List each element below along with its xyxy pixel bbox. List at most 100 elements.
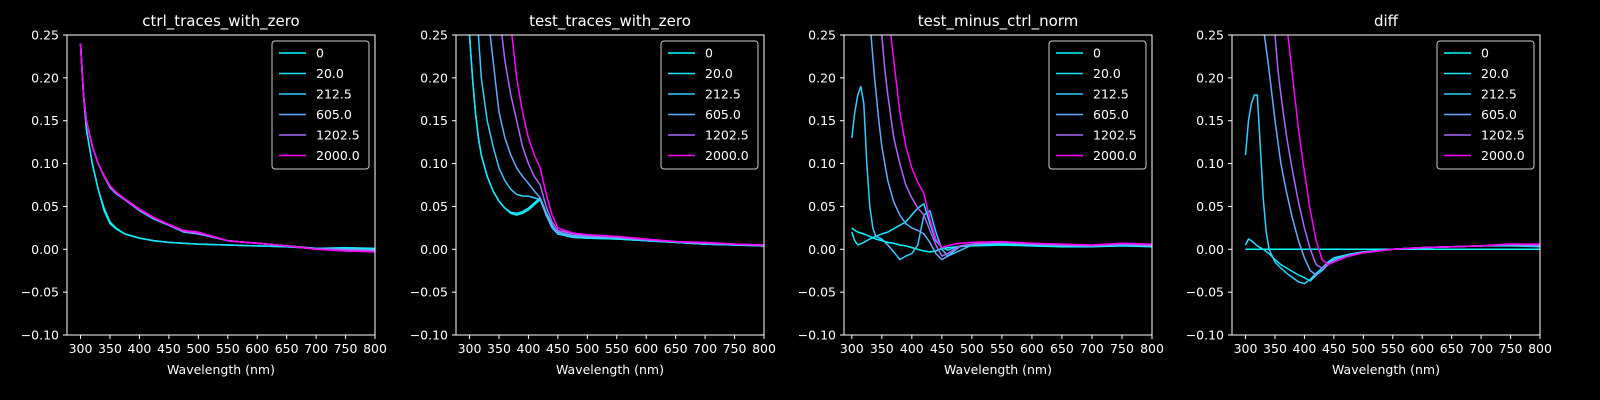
y-tick-label: 0.10 bbox=[1196, 156, 1224, 171]
x-tick-label: 400 bbox=[517, 341, 541, 356]
x-tick-label: 550 bbox=[1381, 341, 1405, 356]
series-line-20.0 bbox=[79, 43, 375, 250]
legend: 0 20.0 212.5 605.0 1202.5 2000.0 bbox=[660, 40, 759, 170]
series-lines bbox=[79, 43, 375, 253]
legend-label: 1202.5 bbox=[1481, 128, 1525, 143]
legend-label: 1202.5 bbox=[316, 128, 360, 143]
x-tick-label: 550 bbox=[990, 341, 1014, 356]
x-tick-label: 750 bbox=[1499, 341, 1523, 356]
legend-label: 1202.5 bbox=[1093, 128, 1137, 143]
y-tick-label: 0.05 bbox=[31, 199, 59, 214]
y-tick-label: −0.10 bbox=[21, 328, 59, 343]
chart-title: ctrl_traces_with_zero bbox=[142, 12, 299, 31]
x-tick-label: 400 bbox=[900, 341, 924, 356]
chart-panel-1: ctrl_traces_with_zero −0.10 −0.05 0.00 0.05 0… bbox=[21, 12, 387, 377]
legend-label: 20.0 bbox=[1481, 66, 1509, 81]
x-tick-label: 650 bbox=[1050, 341, 1074, 356]
y-tick-label: 0.05 bbox=[1196, 199, 1224, 214]
x-tick-label: 350 bbox=[870, 341, 894, 356]
x-tick-label: 700 bbox=[1080, 341, 1104, 356]
legend-label: 20.0 bbox=[705, 66, 733, 81]
y-tick-label: 0.20 bbox=[31, 70, 59, 85]
legend-label: 212.5 bbox=[1481, 87, 1517, 102]
x-tick-label: 800 bbox=[1140, 341, 1164, 356]
y-tick-label: −0.10 bbox=[410, 328, 448, 343]
y-tick-label: −0.05 bbox=[21, 285, 59, 300]
series-line-2000.0 bbox=[511, 35, 764, 246]
chart-panel-3: test_minus_ctrl_norm −0.10 −0.05 0.00 0.05 0.… bbox=[798, 12, 1164, 377]
legend-label: 20.0 bbox=[316, 66, 344, 81]
series-lines bbox=[1244, 35, 1540, 285]
y-tick-label: 0.05 bbox=[808, 199, 836, 214]
y-tick-label: 0.15 bbox=[808, 113, 836, 128]
y-tick-label: 0.00 bbox=[808, 242, 836, 257]
y-tick-label: 0.20 bbox=[1196, 70, 1224, 85]
y-tick-label: 0.00 bbox=[31, 242, 59, 257]
y-tick-label: −0.10 bbox=[1186, 328, 1224, 343]
legend-label: 20.0 bbox=[1093, 66, 1121, 81]
y-tick-label: 0.15 bbox=[1196, 113, 1224, 128]
x-tick-label: 800 bbox=[1528, 341, 1552, 356]
axes-frame bbox=[66, 34, 376, 336]
legend-label: 212.5 bbox=[705, 87, 741, 102]
x-tick-label: 600 bbox=[634, 341, 658, 356]
x-tick-label: 450 bbox=[546, 341, 570, 356]
x-tick-label: 700 bbox=[304, 341, 328, 356]
series-line-1202.5 bbox=[881, 35, 1152, 257]
legend: 0 20.0 212.5 605.0 1202.5 2000.0 bbox=[1436, 40, 1535, 170]
x-tick-label: 350 bbox=[1263, 341, 1287, 356]
legend-label: 2000.0 bbox=[705, 148, 749, 163]
x-tick-label: 650 bbox=[664, 341, 688, 356]
x-tick-label: 650 bbox=[1440, 341, 1464, 356]
y-tick-label: 0.15 bbox=[31, 113, 59, 128]
legend-label: 1202.5 bbox=[705, 128, 749, 143]
x-tick-label: 400 bbox=[128, 341, 152, 356]
x-tick-label: 500 bbox=[186, 341, 210, 356]
y-tick-label: 0.25 bbox=[808, 28, 836, 43]
legend-label: 0 bbox=[1093, 46, 1101, 61]
chart-title: test_minus_ctrl_norm bbox=[918, 12, 1079, 31]
y-tick-label: 0.25 bbox=[31, 28, 59, 43]
x-tick-label: 500 bbox=[575, 341, 599, 356]
y-tick-label: 0.25 bbox=[1196, 28, 1224, 43]
series-line-0 bbox=[851, 227, 1152, 253]
x-axis-label: Wavelength (nm) bbox=[1332, 362, 1440, 377]
x-tick-label: 550 bbox=[605, 341, 629, 356]
y-tick-label: −0.05 bbox=[1186, 285, 1224, 300]
x-tick-label: 300 bbox=[840, 341, 864, 356]
y-tick-label: 0.10 bbox=[420, 156, 448, 171]
x-tick-label: 300 bbox=[69, 341, 93, 356]
chart-panel-4: diff −0.10 −0.05 0.00 0.05 0.10 0.15 0.20 0.25 30… bbox=[1186, 12, 1552, 377]
x-tick-label: 800 bbox=[363, 341, 387, 356]
x-tick-label: 350 bbox=[98, 341, 122, 356]
x-tick-label: 650 bbox=[275, 341, 299, 356]
x-axis-label: Wavelength (nm) bbox=[167, 362, 275, 377]
x-tick-label: 300 bbox=[458, 341, 482, 356]
y-tick-label: −0.05 bbox=[798, 285, 836, 300]
y-tick-label: 0.20 bbox=[808, 70, 836, 85]
legend-label: 605.0 bbox=[1093, 107, 1129, 122]
axes-frame bbox=[455, 34, 765, 336]
series-lines bbox=[851, 35, 1152, 261]
legend-label: 0 bbox=[705, 46, 713, 61]
y-tick-label: 0.25 bbox=[420, 28, 448, 43]
chart-title: test_traces_with_zero bbox=[529, 12, 691, 31]
y-tick-label: 0.00 bbox=[420, 242, 448, 257]
x-tick-label: 450 bbox=[1322, 341, 1346, 356]
y-tick-label: 0.10 bbox=[31, 156, 59, 171]
legend-label: 2000.0 bbox=[316, 148, 360, 163]
series-line-2000.0 bbox=[1287, 35, 1540, 266]
x-tick-label: 600 bbox=[1020, 341, 1044, 356]
axes-frame bbox=[1231, 34, 1541, 336]
x-axis-label: Wavelength (nm) bbox=[556, 362, 664, 377]
legend-label: 605.0 bbox=[316, 107, 352, 122]
series-line-2000.0 bbox=[79, 43, 375, 253]
legend-label: 212.5 bbox=[316, 87, 352, 102]
legend-label: 605.0 bbox=[1481, 107, 1517, 122]
legend-label: 0 bbox=[1481, 46, 1489, 61]
chart-panel-2: test_traces_with_zero −0.10 −0.05 0.00 0.05 0… bbox=[410, 12, 776, 377]
legend-label: 605.0 bbox=[705, 107, 741, 122]
y-tick-label: 0.15 bbox=[420, 113, 448, 128]
series-line-2000.0 bbox=[890, 35, 1152, 249]
